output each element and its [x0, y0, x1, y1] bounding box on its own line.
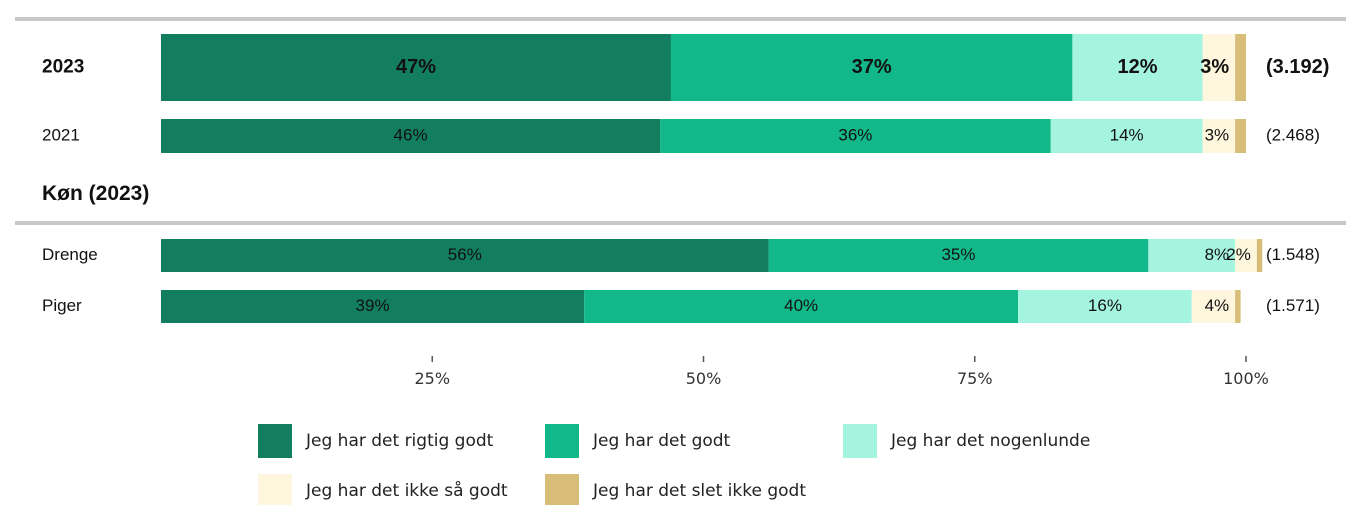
- data-label: 56%: [448, 245, 482, 264]
- bar-segment: [161, 290, 585, 323]
- bar-segment: [1148, 239, 1236, 272]
- data-label: 12%: [1117, 56, 1157, 78]
- sample-size-label: (1.548): [1266, 245, 1320, 264]
- data-label: 3%: [1205, 125, 1230, 144]
- data-label: 4%: [1205, 296, 1230, 315]
- row-label: 2021: [42, 125, 80, 144]
- bar-segment: [768, 239, 1149, 272]
- legend-swatch: [545, 474, 579, 505]
- data-label: 40%: [784, 296, 818, 315]
- bar-segment: [1018, 290, 1192, 323]
- bar-segment: [1072, 34, 1203, 101]
- sample-size-label: (1.571): [1266, 296, 1320, 315]
- data-label: 39%: [356, 296, 390, 315]
- bar-segment: [584, 290, 1019, 323]
- sample-size-label: (3.192): [1266, 56, 1329, 78]
- data-label: 37%: [852, 56, 892, 78]
- data-label: 46%: [394, 125, 428, 144]
- data-label: 16%: [1088, 296, 1122, 315]
- bar-segment: [1191, 290, 1236, 323]
- data-label: 14%: [1110, 125, 1144, 144]
- bar-segment: [670, 34, 1073, 101]
- data-label: 35%: [941, 245, 975, 264]
- data-label: 36%: [838, 125, 872, 144]
- bar-segment: [1256, 239, 1263, 272]
- legend-label: Jeg har det slet ikke godt: [592, 481, 806, 501]
- legend-label: Jeg har det ikke så godt: [305, 480, 508, 501]
- data-label: 47%: [396, 56, 436, 78]
- row-label: 2023: [42, 57, 84, 78]
- bar-segment: [660, 119, 1051, 153]
- bar-segment: [161, 239, 769, 272]
- legend-swatch: [545, 424, 579, 458]
- bar-segment: [1202, 119, 1236, 153]
- legend-swatch: [843, 424, 877, 458]
- bar-segment: [161, 34, 671, 101]
- data-label: 8%: [1205, 245, 1230, 264]
- row-label: Piger: [42, 296, 82, 315]
- bar-segment: [161, 119, 661, 153]
- tick-label: 100%: [1223, 369, 1269, 388]
- section-title: Køn (2023): [42, 182, 149, 205]
- bar-segment: [1050, 119, 1203, 153]
- sample-size-label: (2.468): [1266, 125, 1320, 144]
- data-label: 3%: [1200, 56, 1229, 78]
- legend-label: Jeg har det nogenlunde: [890, 431, 1090, 451]
- bar-segment: [1235, 290, 1241, 323]
- section-divider: [15, 17, 1346, 21]
- tick-label: 50%: [686, 369, 722, 388]
- legend-label: Jeg har det rigtig godt: [305, 431, 494, 451]
- legend-swatch: [258, 474, 292, 505]
- bar-segment: [1235, 34, 1246, 101]
- data-label: 2%: [1226, 245, 1251, 264]
- section-divider: [15, 221, 1346, 225]
- bar-segment: [1235, 239, 1257, 272]
- row-label: Drenge: [42, 245, 98, 264]
- tick-label: 75%: [957, 369, 993, 388]
- tick-label: 25%: [414, 369, 450, 388]
- legend-label: Jeg har det godt: [592, 431, 731, 451]
- bar-segment: [1202, 34, 1236, 101]
- bar-segment: [1235, 119, 1246, 153]
- legend-swatch: [258, 424, 292, 458]
